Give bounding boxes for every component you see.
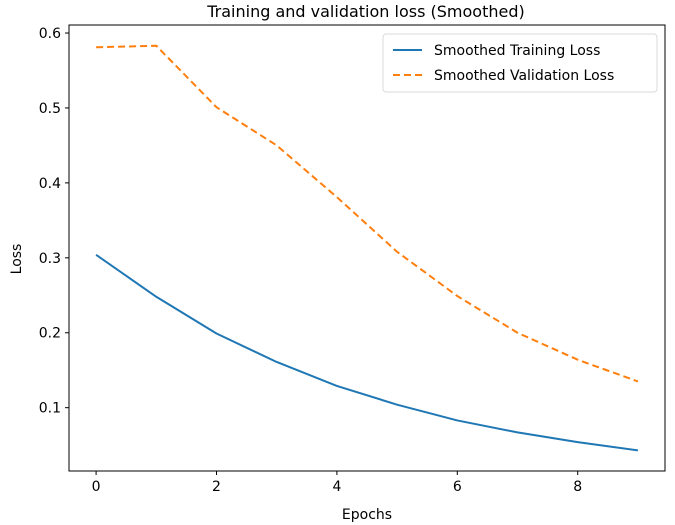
y-tick-label: 0.6 (39, 26, 61, 42)
legend-box (382, 33, 658, 93)
chart-title: Training and validation loss (Smoothed) (206, 2, 524, 21)
plot-area (95, 44, 639, 452)
y-tick-label: 0.5 (39, 101, 61, 117)
x-tick-label: 6 (453, 479, 462, 495)
legend-validation-label: Smoothed Validation Loss (434, 68, 614, 84)
y-tick-label: 0.4 (39, 176, 61, 192)
y-axis-ticks: 0.1 0.2 0.3 0.4 0.5 0.6 (39, 26, 69, 417)
y-tick-label: 0.3 (39, 251, 61, 267)
x-tick-label: 8 (573, 479, 582, 495)
axes-frame (68, 24, 666, 472)
x-tick-label: 4 (332, 479, 341, 495)
x-tick-label: 2 (212, 479, 221, 495)
validation-loss-line (96, 44, 639, 383)
training-loss-line (95, 253, 639, 452)
y-tick-label: 0.1 (39, 401, 61, 417)
legend-training-label: Smoothed Training Loss (434, 43, 600, 59)
x-tick-label: 0 (92, 479, 101, 495)
legend: Smoothed Training Loss Smoothed Validati… (382, 33, 658, 93)
y-axis-label: Loss (9, 244, 25, 275)
x-axis-label: Epochs (342, 507, 392, 523)
x-axis-ticks: 0 2 4 6 8 (92, 471, 582, 495)
y-tick-label: 0.2 (39, 326, 61, 342)
